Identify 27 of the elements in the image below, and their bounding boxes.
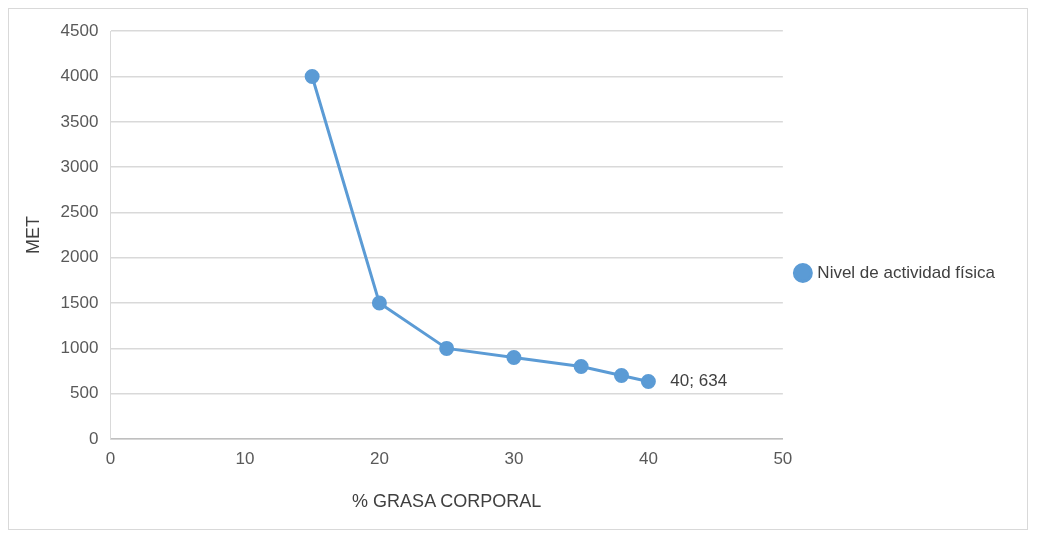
y-tick-label: 0 [88, 428, 99, 448]
x-tick-label: 0 [105, 448, 116, 468]
y-axis-title: MET [22, 216, 43, 255]
x-tick-label: 20 [369, 448, 389, 468]
y-tick-label: 3000 [60, 156, 99, 176]
point [573, 359, 589, 374]
x-tick-label: 10 [235, 448, 255, 468]
x-axis-title: % GRASA CORPORAL [352, 491, 542, 512]
point [304, 69, 320, 85]
point [613, 368, 629, 384]
point [506, 349, 522, 365]
x-tick-label: 30 [504, 448, 524, 468]
y-tick-label: 4000 [60, 66, 99, 86]
x-tick-label: 50 [773, 448, 793, 468]
y-tick-label: 1500 [60, 292, 99, 312]
x-tick-label: 40 [638, 448, 658, 468]
y-tick-label: 2500 [60, 202, 99, 222]
y-tick-label: 500 [70, 383, 99, 403]
y-tick-label: 3500 [60, 111, 99, 131]
legend-label: Nivel de actividad física [817, 262, 996, 282]
y-tick-label: 4500 [60, 20, 99, 40]
point [371, 295, 387, 311]
y-tick-label: 2000 [60, 247, 99, 267]
point [439, 340, 455, 356]
annotation: 40; 634 [670, 371, 728, 391]
point [640, 374, 656, 390]
y-tick-label: 1000 [60, 338, 99, 358]
